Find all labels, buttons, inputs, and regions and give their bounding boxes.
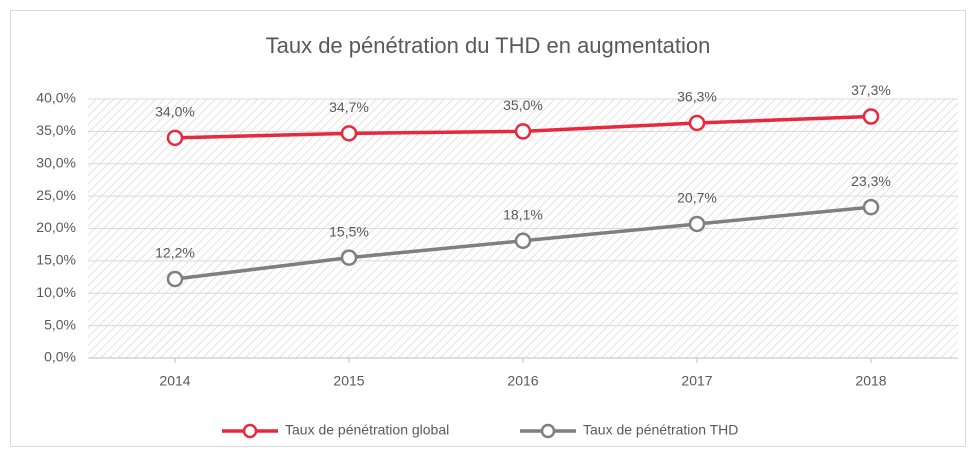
data-label: 36,3%: [677, 89, 717, 105]
data-label: 18,1%: [503, 207, 543, 223]
data-point: [340, 125, 358, 142]
legend-label: Taux de pénétration THD: [583, 422, 738, 438]
data-point: [514, 123, 532, 140]
chart-title: Taux de pénétration du THD en augmentati…: [266, 33, 711, 58]
data-label: 35,0%: [503, 97, 543, 113]
data-label: 20,7%: [677, 190, 717, 206]
y-tick-label: 25,0%: [36, 187, 76, 203]
data-point: [514, 232, 532, 250]
y-tick-label: 15,0%: [36, 252, 76, 268]
x-tick-label: 2017: [681, 373, 712, 389]
y-tick-label: 35,0%: [36, 122, 76, 138]
legend-marker: [242, 423, 258, 439]
data-point: [340, 249, 358, 266]
legend-marker: [540, 423, 556, 439]
data-point: [862, 108, 880, 125]
legend-label: Taux de pénétration global: [285, 422, 449, 438]
data-point: [688, 215, 706, 233]
data-label: 37,3%: [851, 82, 891, 98]
data-label: 15,5%: [329, 223, 369, 239]
y-tick-label: 5,0%: [44, 316, 76, 332]
data-label: 34,0%: [155, 104, 195, 120]
data-point: [862, 198, 880, 216]
y-tick-label: 40,0%: [36, 90, 76, 106]
y-tick-label: 20,0%: [36, 219, 76, 235]
x-tick-label: 2016: [507, 373, 538, 389]
data-point: [688, 114, 706, 132]
x-tick-label: 2018: [855, 373, 886, 389]
y-tick-label: 30,0%: [36, 154, 76, 170]
x-tick-label: 2015: [333, 373, 364, 389]
y-tick-label: 10,0%: [36, 284, 76, 300]
y-tick-label: 0,0%: [44, 349, 76, 365]
data-point: [166, 129, 184, 147]
data-label: 23,3%: [851, 173, 891, 189]
data-point: [166, 270, 184, 288]
data-label: 34,7%: [329, 99, 369, 115]
data-label: 12,2%: [155, 245, 195, 261]
x-tick-label: 2014: [159, 373, 190, 389]
